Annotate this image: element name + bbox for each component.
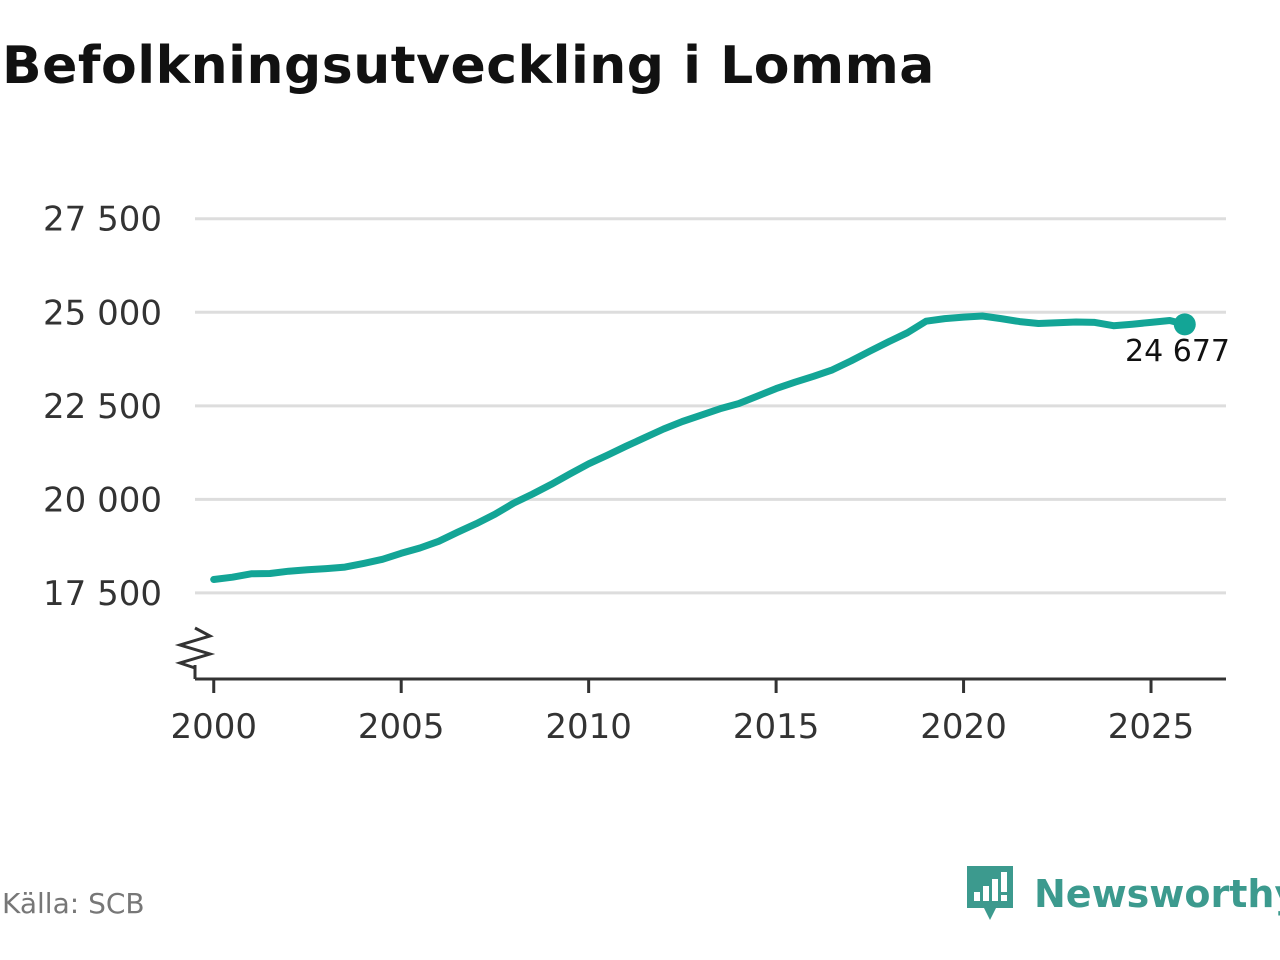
newsworthy-logo-icon [967,866,1013,920]
y-tick-label: 20 000 [43,480,162,520]
brand-name: Newsworthy [1034,872,1280,916]
series-layer: 24 677 [210,312,1230,583]
x-tick-label: 2005 [358,707,445,747]
source-note: Källa: SCB [2,887,145,920]
axis-break-symbol [174,626,216,670]
y-tick-label: 27 500 [43,200,162,240]
brand-logo: Newsworthy [964,862,1280,926]
x-tick-label: 2010 [545,707,632,747]
x-axis [174,626,1226,681]
x-tick-label: 2020 [920,707,1007,747]
y-tick-label: 25 000 [43,293,162,333]
x-tick-label: 2000 [170,707,257,747]
end-point-marker [1173,313,1196,336]
y-tick-label: 22 500 [43,387,162,427]
x-tick-label: 2015 [733,707,820,747]
x-tick-label: 2025 [1108,707,1195,747]
x-axis-tick-labels: 2000 2005 2010 2015 2020 2025 [170,679,1194,747]
y-tick-label: 17 500 [43,574,162,614]
gridlines [195,217,1226,595]
chart-title: Befolkningsutveckling i Lomma [2,36,935,96]
series-line [210,312,1189,583]
end-value-label: 24 677 [1125,334,1230,369]
y-axis-tick-labels: 17 500 20 000 22 500 25 000 27 500 [43,200,162,614]
